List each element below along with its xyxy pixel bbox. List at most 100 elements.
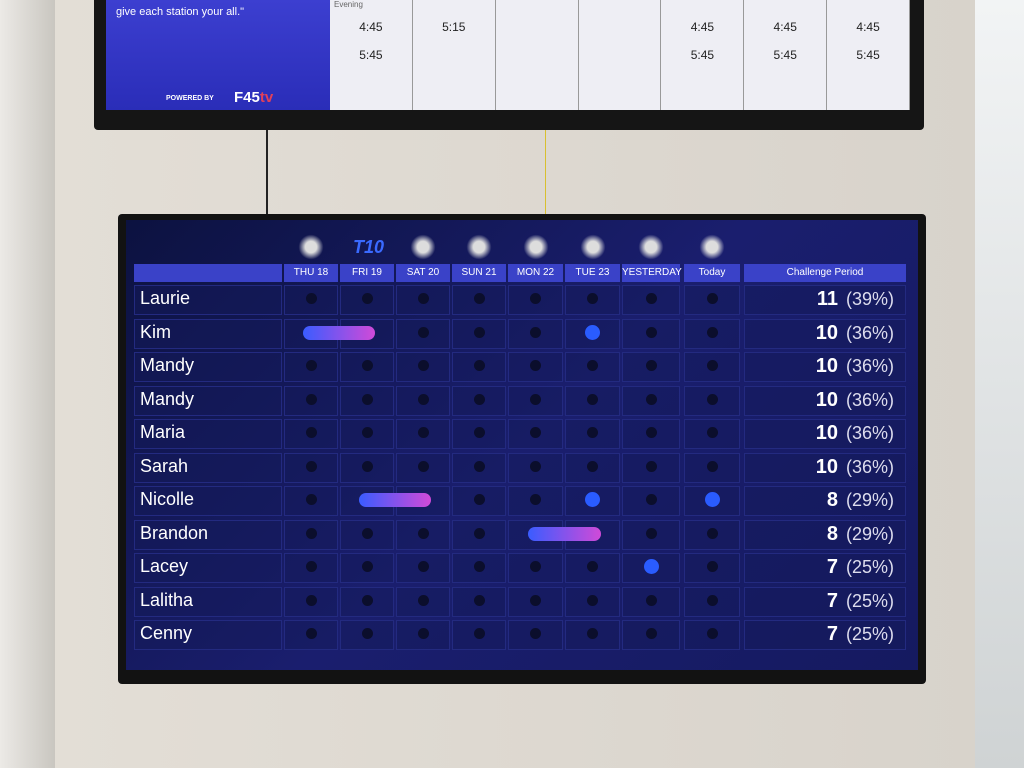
empty-dot [706,460,718,472]
attended-dot [585,492,600,507]
empty-dot [305,561,317,572]
class-time: 5:45 [856,48,880,62]
empty-dot [706,427,718,438]
window [975,0,1024,768]
empty-dot [417,326,429,338]
empty-dot [305,393,317,405]
empty-dot [587,293,598,304]
gym-logo-icon [637,234,665,260]
score-percent: (29%) [846,490,895,510]
challenge-cell [744,586,906,617]
leaderboard-row: Nicolle 8 (29%) [134,485,906,517]
day-cell [284,452,338,483]
empty-dot [587,360,598,371]
empty-dot [417,561,429,572]
gym-logo-icon [409,234,437,260]
empty-dot [645,360,657,371]
empty-dot [587,393,598,405]
challenge-cell [744,519,906,550]
banner-stand [0,0,55,768]
class-time: 5:45 [773,48,797,62]
empty-dot [473,527,485,539]
streak-bar [527,526,601,541]
leaderboard-row: Mandy 10 (36%) [134,385,906,417]
leaderboard-row: Laurie 11 (39%) [134,284,906,316]
empty-dot [473,628,485,639]
powered-by-label: POWERED BY [166,95,214,102]
streak-bar [359,493,431,507]
empty-dot [530,293,541,304]
f45tv-logo: F45tv [234,89,274,106]
score-percent: (25%) [846,557,895,577]
empty-dot [530,326,541,338]
empty-dot [530,494,541,505]
attended-dot [704,492,720,507]
gym-logo-icon [521,234,550,260]
empty-dot [706,594,718,606]
challenge-cell [744,385,906,416]
empty-dot [587,460,598,472]
score-percent: (36%) [846,423,895,443]
score: 10 [815,422,838,444]
empty-dot [361,460,373,472]
name-header [134,264,282,282]
empty-dot [645,293,657,304]
empty-dot [473,561,485,572]
score: 10 [815,321,838,344]
schedule-column: 4:45 5:45 [744,0,828,110]
day-header: THU 18 [284,264,338,282]
day-header: Today [684,264,740,282]
gym-logo-icon [698,234,726,260]
challenge-cell [744,452,906,483]
leaderboard-row: Brandon 8 (29%) [134,519,906,551]
empty-dot [417,293,429,304]
day-header: MON 22 [508,264,563,282]
class-time: 5:45 [359,48,383,62]
class-time: 4:45 [690,20,715,34]
empty-dot [706,393,718,405]
day-header: TUE 23 [565,264,620,282]
empty-dot [305,527,317,539]
empty-dot [645,527,657,539]
empty-dot [587,427,598,438]
leaderboard-row: Lacey 7 (25%) [134,552,906,584]
name-cell [134,586,282,617]
empty-dot [645,594,657,606]
name-cell [134,452,282,483]
empty-dot [706,628,718,639]
leaderboard-row: Kim 10 (36%) [134,318,906,350]
gym-logo-icon [578,234,607,260]
empty-dot [417,527,429,539]
leaderboard-row: Lalitha 7 (25%) [134,586,906,618]
member-name: Brandon [140,522,209,543]
leaderboard-row: Cenny 7 (25%) [134,619,906,651]
name-cell [134,385,282,416]
name-cell [134,285,282,315]
day-header: FRI 19 [340,264,394,282]
cable [545,130,546,218]
class-time: 5:15 [442,20,466,34]
streak-bar [303,325,375,340]
empty-dot [473,326,485,338]
leaderboard-tv: Challenge Period THU 18 T10 FRI 19 SAT 20 SU… [118,214,926,684]
empty-dot [361,527,373,539]
empty-dot [417,360,429,371]
leaderboard-screen: Challenge Period THU 18 T10 FRI 19 SAT 20 SU… [126,220,918,670]
challenge-cell [744,352,906,382]
empty-dot [361,393,373,405]
member-name: Lacey [140,556,189,576]
empty-dot [587,561,598,572]
challenge-cell [744,318,906,349]
score-percent: (25%) [846,590,895,611]
member-name: Mandy [140,388,195,409]
day-cell [508,620,563,650]
empty-dot [530,628,541,639]
empty-dot [706,561,718,572]
empty-dot [361,594,373,606]
score-percent: (36%) [846,356,895,376]
empty-dot [645,628,657,639]
empty-dot [645,460,657,472]
empty-dot [417,628,429,639]
day-header: YESTERDAY [622,264,682,282]
empty-dot [530,594,541,606]
